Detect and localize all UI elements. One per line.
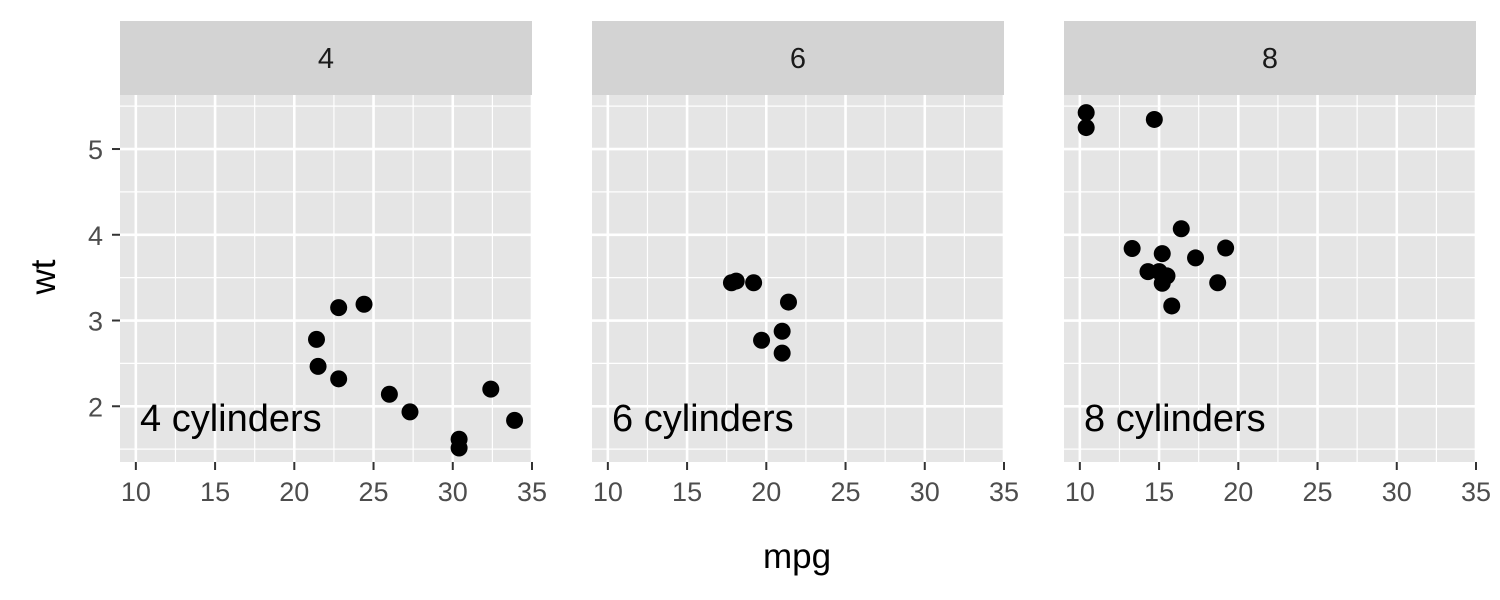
x-tick-label: 30 xyxy=(910,477,940,507)
strip-label: 6 xyxy=(790,43,806,75)
x-axis-title: mpg xyxy=(763,537,831,576)
strip-background xyxy=(120,21,532,95)
data-point xyxy=(401,403,419,421)
data-point xyxy=(1150,263,1168,281)
data-point xyxy=(1145,110,1163,128)
y-axis-title: wt xyxy=(24,259,63,295)
data-point xyxy=(773,344,791,362)
data-point xyxy=(330,370,348,388)
x-tick-label: 10 xyxy=(1065,477,1095,507)
data-point xyxy=(1217,239,1235,257)
data-point xyxy=(1163,297,1181,315)
x-tick-label: 25 xyxy=(1303,477,1333,507)
x-tick-label: 20 xyxy=(1223,477,1253,507)
data-point xyxy=(506,411,524,429)
x-tick-label: 30 xyxy=(438,477,468,507)
data-point xyxy=(330,299,348,317)
data-point xyxy=(1153,245,1171,263)
facet-annotation: 6 cylinders xyxy=(612,398,794,440)
x-tick-label: 30 xyxy=(1382,477,1412,507)
y-tick-label: 2 xyxy=(88,392,103,422)
facet-annotation: 8 cylinders xyxy=(1084,398,1266,440)
facet-panel-4: 4 10 15 20 25 30 35 2 3 4 5 4 cylinders xyxy=(88,21,547,507)
data-point xyxy=(309,357,327,375)
x-tick-label: 15 xyxy=(200,477,230,507)
data-point xyxy=(380,385,398,403)
data-point xyxy=(773,322,791,340)
strip-label: 4 xyxy=(318,43,334,75)
x-tick-label: 10 xyxy=(121,477,151,507)
y-tick-label: 4 xyxy=(88,221,103,251)
facet-panel-6: 6 10 15 20 25 30 35 6 cylinders xyxy=(592,21,1019,507)
data-point xyxy=(355,295,373,313)
facet-annotation: 4 cylinders xyxy=(140,398,322,440)
x-tick-label: 15 xyxy=(1144,477,1174,507)
panel-background xyxy=(120,95,532,462)
strip-background xyxy=(1064,21,1476,95)
x-tick-label: 25 xyxy=(831,477,861,507)
data-point xyxy=(745,274,763,292)
data-point xyxy=(1077,104,1095,122)
data-point xyxy=(1077,119,1095,137)
strip-label: 8 xyxy=(1262,43,1278,75)
data-point xyxy=(1123,239,1141,257)
panel-background xyxy=(1064,95,1476,462)
facet-panel-8: 8 10 15 20 25 30 35 8 cylinders xyxy=(1064,21,1491,507)
x-tick-label: 35 xyxy=(517,477,547,507)
x-tick-label: 15 xyxy=(672,477,702,507)
data-point xyxy=(1187,249,1205,267)
data-point xyxy=(1172,220,1190,238)
y-tick-label: 5 xyxy=(88,135,103,165)
data-point xyxy=(1209,274,1227,292)
data-point xyxy=(450,439,468,457)
data-point xyxy=(482,380,500,398)
x-tick-label: 35 xyxy=(1461,477,1491,507)
strip-background xyxy=(592,21,1004,95)
x-tick-label: 20 xyxy=(751,477,781,507)
x-tick-label: 10 xyxy=(593,477,623,507)
data-point xyxy=(753,331,771,349)
y-tick-label: 3 xyxy=(88,307,103,337)
data-point xyxy=(307,330,325,348)
data-point xyxy=(722,274,740,292)
x-tick-label: 35 xyxy=(989,477,1019,507)
data-point xyxy=(779,293,797,311)
panel-background xyxy=(592,95,1004,462)
x-tick-label: 20 xyxy=(279,477,309,507)
x-tick-label: 25 xyxy=(359,477,389,507)
